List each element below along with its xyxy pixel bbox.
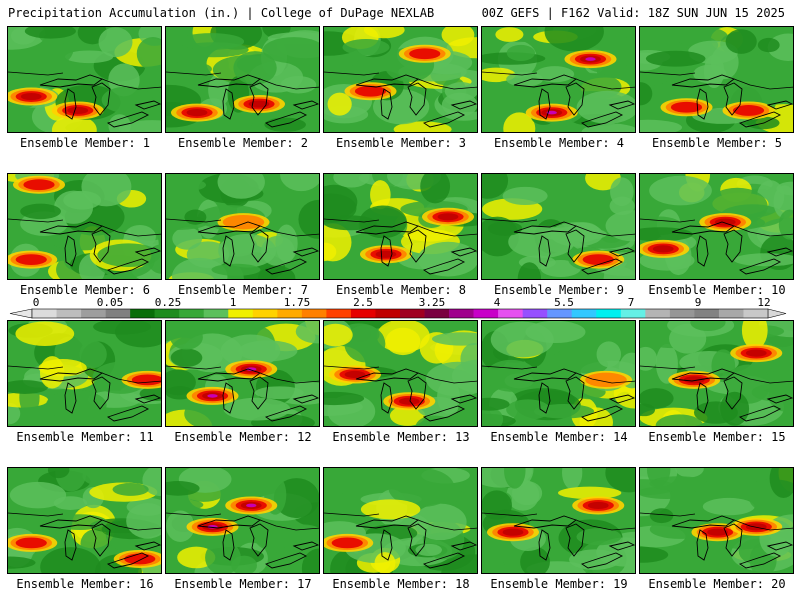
ensemble-member-map <box>639 467 794 574</box>
ensemble-member-label: Ensemble Member: 15 <box>648 430 786 444</box>
colorbar-segment <box>571 309 597 318</box>
colorbar-segment <box>130 309 155 318</box>
ensemble-member-label: Ensemble Member: 6 <box>19 283 151 297</box>
colorbar-segment <box>228 309 254 318</box>
ensemble-member-label: Ensemble Member: 9 <box>493 283 625 297</box>
model-run-valid-time: 00Z GEFS | F162 Valid: 18Z SUN JUN 15 20… <box>481 6 785 20</box>
ensemble-member-label: Ensemble Member: 16 <box>16 577 154 591</box>
colorbar-segment <box>473 309 499 318</box>
colorbar-tick-label: 9 <box>694 296 702 309</box>
ensemble-member-label: Ensemble Member: 8 <box>335 283 467 297</box>
colorbar-segment <box>522 309 548 318</box>
colorbar-tick-label: 4 <box>493 296 501 309</box>
ensemble-member-label: Ensemble Member: 17 <box>174 577 312 591</box>
colorbar-tick-label: 1.75 <box>283 296 311 309</box>
colorbar-segment <box>743 309 769 318</box>
colorbar-segment <box>547 309 573 318</box>
ensemble-member-label: Ensemble Member: 5 <box>651 136 783 150</box>
colorbar-segment <box>81 309 106 318</box>
ensemble-member-label: Ensemble Member: 1 <box>19 136 151 150</box>
ensemble-member-map <box>481 173 636 280</box>
ensemble-member-label: Ensemble Member: 3 <box>335 136 467 150</box>
colorbar-segment <box>277 309 303 318</box>
colorbar-tick-label: 2.5 <box>353 296 373 309</box>
colorbar-segment <box>56 309 82 318</box>
ensemble-member-map <box>165 467 320 574</box>
colorbar-segment <box>154 309 180 318</box>
colorbar-tick-label: 5.5 <box>554 296 574 309</box>
ensemble-member-map <box>639 173 794 280</box>
ensemble-member-label: Ensemble Member: 10 <box>648 283 786 297</box>
ensemble-member-map <box>481 467 636 574</box>
colorbar-segment <box>32 309 57 318</box>
ensemble-member-map <box>323 173 478 280</box>
ensemble-member-map <box>323 467 478 574</box>
ensemble-member-label: Ensemble Member: 12 <box>174 430 312 444</box>
ensemble-member-label: Ensemble Member: 4 <box>493 136 625 150</box>
ensemble-member-label: Ensemble Member: 18 <box>332 577 470 591</box>
colorbar-segment <box>301 309 327 318</box>
colorbar-segment <box>620 309 646 318</box>
colorbar-tick-label: 3.25 <box>418 296 446 309</box>
colorbar-segment <box>645 309 671 318</box>
ensemble-member-map <box>165 173 320 280</box>
ensemble-member-label: Ensemble Member: 19 <box>490 577 628 591</box>
map-title: Precipitation Accumulation (in.) | Colle… <box>8 6 435 20</box>
ensemble-member-label: Ensemble Member: 2 <box>177 136 309 150</box>
ensemble-member-map <box>481 320 636 427</box>
ensemble-member-map <box>7 26 162 133</box>
colorbar-min-arrow <box>9 308 33 319</box>
ensemble-member-map <box>481 26 636 133</box>
colorbar-outline <box>31 308 769 319</box>
ensemble-member-map <box>7 173 162 280</box>
ensemble-member-map <box>639 320 794 427</box>
colorbar-segment <box>718 309 744 318</box>
ensemble-member-map <box>323 26 478 133</box>
ensemble-member-label: Ensemble Member: 20 <box>648 577 786 591</box>
ensemble-member-label: Ensemble Member: 14 <box>490 430 628 444</box>
ensemble-member-label: Ensemble Member: 13 <box>332 430 470 444</box>
colorbar-segment <box>203 309 229 318</box>
colorbar-tick-label: 12 <box>757 296 771 309</box>
ensemble-member-map <box>165 26 320 133</box>
colorbar-tick-label: 0 <box>32 296 40 309</box>
colorbar-segment <box>424 309 450 318</box>
ensemble-member-map <box>639 26 794 133</box>
ensemble-member-label: Ensemble Member: 11 <box>16 430 154 444</box>
colorbar-segment <box>350 309 376 318</box>
colorbar-segment <box>326 309 352 318</box>
ensemble-member-map <box>323 320 478 427</box>
ensemble-member-label: Ensemble Member: 7 <box>177 283 309 297</box>
colorbar-segment <box>252 309 278 318</box>
colorbar-segment <box>498 309 523 318</box>
ensemble-member-map <box>7 467 162 574</box>
colorbar-tick-label: 1 <box>229 296 237 309</box>
colorbar-segment <box>375 309 401 318</box>
colorbar-segment <box>596 309 622 318</box>
colorbar-segment <box>669 309 695 318</box>
colorbar-segment <box>694 309 720 318</box>
colorbar-segment <box>400 309 425 318</box>
colorbar-tick-label: 0.25 <box>154 296 182 309</box>
ensemble-member-map <box>7 320 162 427</box>
ensemble-member-map <box>165 320 320 427</box>
colorbar-max-arrow <box>767 308 787 319</box>
colorbar-segment <box>179 309 205 318</box>
colorbar-tick-label: 7 <box>627 296 635 309</box>
colorbar-segment <box>449 309 474 318</box>
colorbar-segment <box>105 309 131 318</box>
colorbar-tick-label: 0.05 <box>96 296 124 309</box>
